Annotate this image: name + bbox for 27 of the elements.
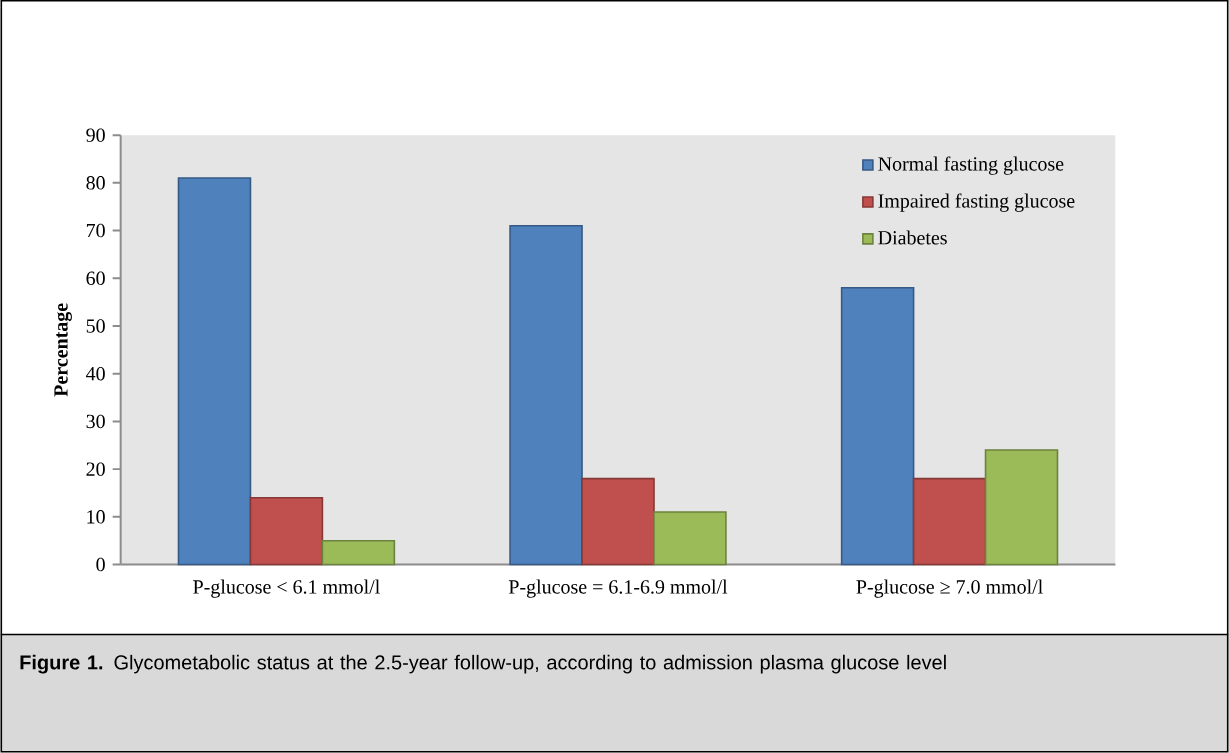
x-tick-label: P-glucose = 6.1-6.9 mmol/l [508,579,728,598]
x-tick-label: P-glucose ≥ 7.0 mmol/l [856,579,1043,598]
x-tick-label: P-glucose < 6.1 mmol/l [193,579,380,598]
y-tick-label: 60 [86,271,105,286]
y-tick-label: 40 [86,367,105,381]
y-tick-label: 50 [86,319,105,333]
bar [912,478,987,566]
bar [581,478,655,566]
y-tick-label: 0 [96,558,105,572]
legend-label: Normal fasting glucose [878,156,1064,175]
y-tick-label: 20 [86,462,105,477]
bar [653,511,727,566]
y-tick-label: 80 [86,176,105,190]
legend-label: Diabetes [878,230,947,245]
bar [840,287,915,566]
y-tick-label: 90 [86,128,105,143]
legend-label: Impaired fasting glucose [878,193,1075,213]
y-tick-label: 70 [86,224,105,238]
bar [509,225,583,566]
bar [249,497,324,566]
bar [321,540,396,566]
bar [984,449,1059,566]
y-tick-label: 10 [87,510,105,524]
y-tick-label: 30 [86,414,105,429]
text: Figure 1. Glycometabolic status at the 2.5-year follow-up, according to admission plasma glucose level [20,655,946,674]
bar [177,177,252,566]
y-axis-title: Percentage [54,303,72,397]
